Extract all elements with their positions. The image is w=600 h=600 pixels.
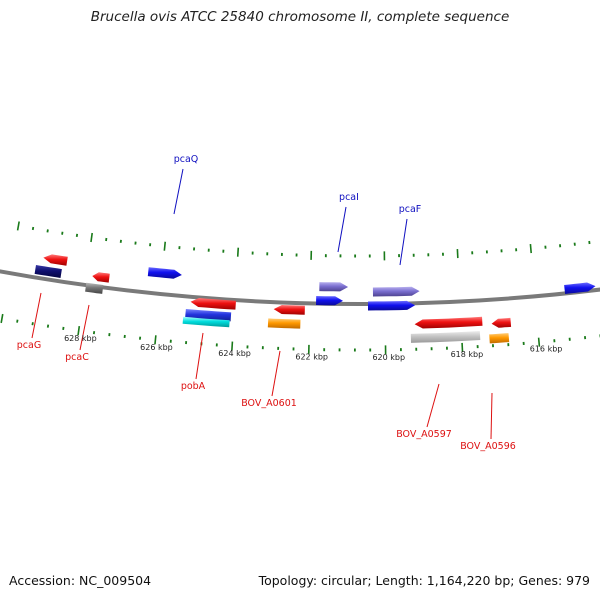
outer-tick [16, 319, 19, 323]
tick-rings [0, 221, 600, 355]
gene-feature[interactable] [34, 265, 62, 278]
inner-tick [236, 247, 240, 257]
gene-label-pcac[interactable]: pcaC [65, 352, 89, 363]
gene-feature[interactable] [182, 316, 230, 328]
gene-bov_a0597[interactable] [414, 316, 483, 329]
gene-feature[interactable] [85, 282, 104, 294]
gene-poba[interactable] [190, 298, 236, 310]
outer-tick [0, 313, 4, 324]
gene-pcaf[interactable] [372, 286, 420, 297]
leader-line [271, 350, 281, 397]
chromosome-backbone [0, 269, 600, 306]
inner-tick [163, 241, 167, 251]
gene-label-pcai[interactable]: pcaI [339, 192, 359, 203]
position-label: 628 kbp [64, 334, 97, 343]
gene-label-poba[interactable]: pobA [181, 381, 206, 392]
gene-pcaq[interactable] [147, 267, 182, 279]
leader-line [79, 304, 90, 351]
inner-tick [90, 232, 93, 243]
gene-label-bov_a0601[interactable]: BOV_A0601 [241, 398, 297, 409]
leader-line [31, 292, 42, 339]
outer-tick [537, 337, 541, 347]
gene-label-bov_a0597[interactable]: BOV_A0597 [396, 429, 452, 440]
position-label: 620 kbp [372, 353, 405, 362]
leader-line [399, 218, 408, 266]
outer-tick [154, 335, 157, 345]
gene-feature[interactable] [267, 318, 301, 329]
gene-pcag[interactable] [43, 254, 68, 266]
gene-labels: pcaQ pcaI pcaF pcaG pcaC pobA BOV_A0601 BOV_A05… [17, 154, 516, 452]
leader-line [426, 383, 440, 428]
gene-label-pcaq[interactable]: pcaQ [174, 154, 199, 165]
position-label: 616 kbp [530, 345, 563, 354]
inner-tick [31, 226, 35, 231]
gene-bov_a0601[interactable] [273, 305, 305, 315]
gene-feature[interactable] [410, 331, 481, 343]
gene-label-pcag[interactable]: pcaG [17, 340, 41, 351]
inner-tick [529, 243, 532, 254]
backbone-arc [0, 269, 600, 306]
leader-line [490, 392, 493, 440]
position-label: 622 kbp [295, 352, 328, 361]
leader-line [195, 332, 204, 380]
accession-text: Accession: NC_009504 [9, 573, 152, 588]
position-label: 618 kbp [451, 350, 484, 359]
gene-label-pcaf[interactable]: pcaF [399, 204, 422, 215]
position-labels: 628 kbp 626 kbp 624 kbp 622 kbp 620 kbp 618 k… [64, 334, 562, 362]
map-title: Brucella ovis ATCC 25840 chromosome II, … [90, 9, 510, 25]
position-label: 626 kbp [140, 343, 173, 352]
gene-pcai[interactable] [319, 282, 349, 292]
gene-feature[interactable] [368, 300, 416, 311]
gene-label-bov_a0596[interactable]: BOV_A0596 [460, 441, 516, 452]
leader-line [337, 206, 347, 253]
outer-tick [231, 341, 234, 351]
gene-feature[interactable] [564, 282, 596, 295]
gene-pcac[interactable] [92, 272, 110, 283]
outer-tick [77, 326, 81, 336]
gene-features [34, 254, 596, 344]
gene-bov_a0596[interactable] [491, 317, 512, 328]
gene-feature[interactable] [489, 333, 510, 344]
gene-feature[interactable] [316, 296, 343, 306]
topology-summary: Topology: circular; Length: 1,164,220 bp… [258, 573, 590, 588]
leader-line [173, 168, 184, 215]
inner-tick [16, 221, 20, 231]
position-label: 624 kbp [218, 349, 251, 358]
